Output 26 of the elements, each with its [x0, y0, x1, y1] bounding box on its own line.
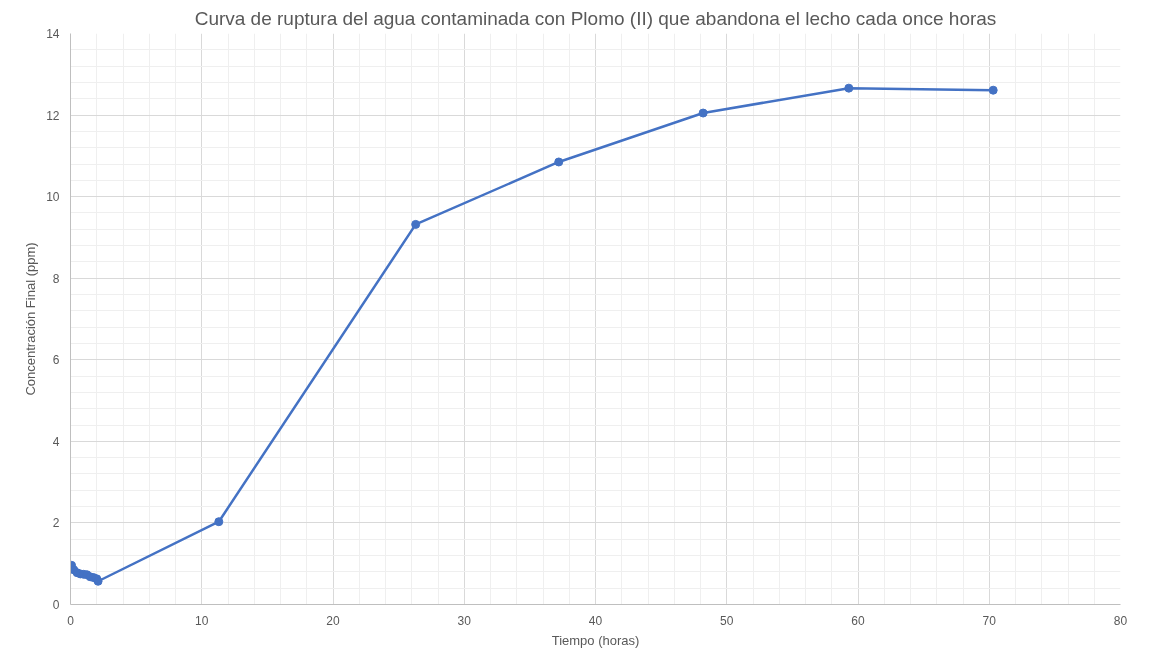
y-tick-label: 14	[46, 27, 60, 41]
point	[844, 83, 854, 93]
point	[988, 85, 998, 95]
x-tick-label: 10	[195, 613, 209, 628]
point	[214, 517, 224, 527]
y-tick-label: 0	[52, 598, 60, 612]
x-axis-title: Tiempo (horas)	[551, 632, 640, 648]
y-tick-label: 4	[52, 434, 60, 449]
y-tick-label: 12	[46, 108, 60, 123]
y-tick-label: 8	[52, 271, 60, 286]
x-tick-label: 50	[720, 613, 734, 628]
y-tick-label: 6	[52, 353, 60, 368]
x-tick-label: 80	[1113, 613, 1128, 628]
point	[554, 157, 564, 167]
x-tick-label: 20	[326, 613, 340, 628]
x-tick-label: 60	[851, 613, 865, 628]
chart-title: Curva de ruptura del agua contaminada con Plomo (II) que abandona el lecho cada once horas	[194, 7, 997, 29]
x-tick-label: 0	[67, 613, 75, 628]
point	[411, 219, 421, 229]
x-tick-label: 40	[588, 613, 603, 628]
y-tick-label: 2	[52, 516, 60, 531]
x-tick-label: 70	[982, 613, 997, 628]
x-tick-label: 30	[457, 613, 472, 628]
point	[698, 108, 708, 118]
y-axis-title: Concentración Final (ppm)	[23, 242, 39, 396]
y-tick-label: 10	[46, 190, 60, 205]
